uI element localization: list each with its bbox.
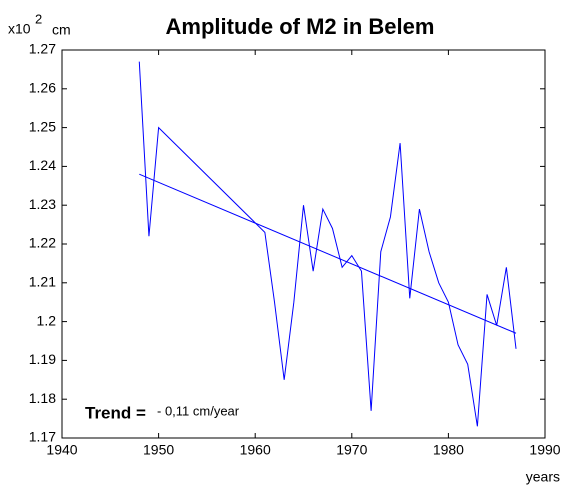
y-tick-label: 1.19 — [29, 351, 56, 367]
x-tick-label: 1960 — [240, 442, 271, 458]
x-tick-label: 1950 — [143, 442, 174, 458]
y-tick-label: 1.26 — [29, 80, 56, 96]
annotation-label: Trend = — [85, 403, 146, 422]
data-line — [138, 61, 517, 427]
x-tick-label: 1990 — [529, 442, 560, 458]
y-unit: cm — [52, 22, 71, 38]
y-tick-label: 1.23 — [29, 196, 56, 212]
y-unit-prefix: x10 — [8, 21, 31, 37]
trend-line — [139, 173, 517, 334]
annotation-value: - 0,11 cm/year — [157, 403, 240, 418]
x-tick-label: 1970 — [336, 442, 367, 458]
x-tick-label: 1980 — [433, 442, 464, 458]
y-tick-label: 1.21 — [29, 274, 56, 290]
chart-title: Amplitude of M2 in Belem — [166, 14, 435, 39]
y-unit-exponent: 2 — [35, 11, 42, 26]
y-tick-label: 1.22 — [29, 235, 56, 251]
y-tick-label: 1.17 — [29, 429, 56, 445]
y-tick-label: 1.24 — [29, 157, 56, 173]
y-tick-label: 1.18 — [29, 390, 56, 406]
x-tick-label: 1940 — [46, 442, 77, 458]
y-tick-label: 1.2 — [37, 312, 57, 328]
x-axis-label: years — [526, 469, 560, 485]
y-tick-label: 1.25 — [29, 118, 56, 134]
y-tick-label: 1.27 — [29, 41, 56, 57]
